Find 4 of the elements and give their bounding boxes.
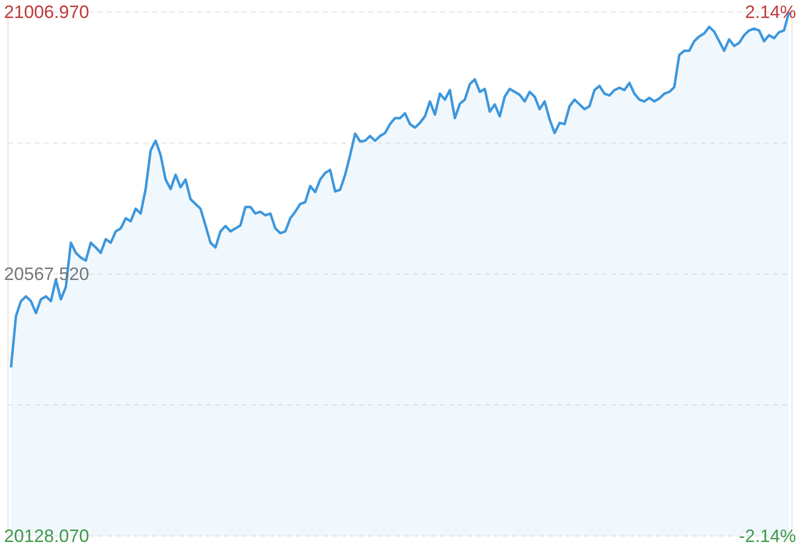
y2-tick-label: 2.14%: [744, 2, 796, 22]
y-tick-label: 20128.070: [4, 526, 90, 546]
y-tick-label: 21006.970: [4, 2, 90, 22]
y2-tick-label: -2.14%: [738, 526, 796, 546]
